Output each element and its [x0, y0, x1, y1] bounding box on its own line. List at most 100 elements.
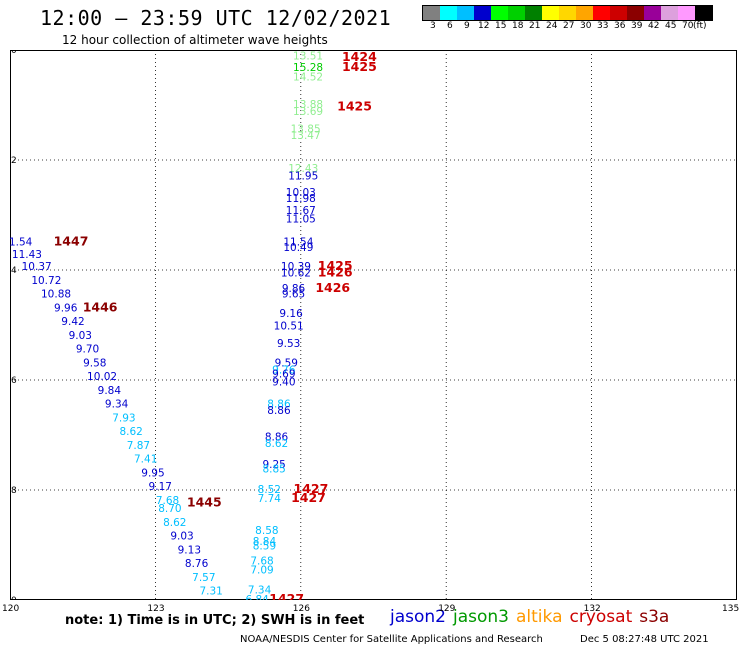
legend-label: 42: [648, 21, 660, 31]
satellite-legend: jason2 jason3 altika cryosat s3a: [390, 607, 676, 627]
pass-time-label: 1424: [342, 50, 377, 64]
wave-height-label: 9.86: [282, 283, 306, 295]
lon-tick-label: 135: [722, 604, 740, 614]
wave-height-label: 13.69: [293, 106, 323, 118]
wave-height-label: 10.62: [281, 268, 311, 280]
wave-height-label: 9.59: [275, 357, 298, 369]
legend-swatch: [525, 6, 542, 20]
legend-label: 15: [495, 21, 507, 31]
wave-height-label: 11.54: [10, 236, 33, 248]
wave-height-label: 13.51: [293, 50, 323, 62]
map-subtitle: 12 hour collection of altimeter wave hei…: [62, 33, 328, 47]
wave-height-label: 9.13: [178, 544, 201, 556]
wave-height-label: 14.52: [293, 71, 323, 83]
legend-swatch: [593, 6, 610, 20]
wave-height-label: 10.37: [22, 261, 52, 273]
wave-height-label: 7.31: [199, 586, 222, 598]
pass-time-label: 1445: [187, 495, 222, 510]
wave-height-label: 12.43: [288, 163, 318, 175]
wave-height-label: 8.52: [258, 484, 281, 496]
legend-swatch: [542, 6, 559, 20]
legend-label: 36: [614, 21, 626, 31]
legend-label: 12: [478, 21, 490, 31]
legend-swatch: [508, 6, 525, 20]
wave-height-label: 11.67: [286, 205, 316, 217]
lon-tick-label: 132: [583, 604, 601, 614]
wave-height-label: 10.72: [31, 275, 61, 287]
lon-tick-label: 120: [2, 604, 20, 614]
satellite-legend-item: s3a: [639, 607, 670, 627]
lat-tick-label: -52: [10, 156, 17, 166]
wave-height-label: 11.43: [12, 249, 42, 261]
wave-height-label: 8.59: [253, 540, 276, 552]
legend-swatch: [423, 6, 440, 20]
wave-height-label: 10.51: [274, 320, 304, 332]
wave-height-label: 8.70: [158, 503, 181, 515]
lat-tick-label: -54: [10, 266, 17, 276]
legend-label: 18: [512, 21, 524, 31]
wave-height-label: 9.53: [277, 338, 300, 350]
legend-swatch: [678, 6, 695, 20]
footer-timestamp: Dec 5 08:27:48 UTC 2021: [580, 634, 709, 645]
wave-height-label: 11.54: [283, 236, 313, 248]
legend-label: 9: [464, 21, 470, 31]
wave-height-label: 8.85: [262, 463, 285, 475]
legend-swatch: [474, 6, 491, 20]
pass-time-label: 1426: [318, 265, 353, 280]
wave-height-label: 9.76: [272, 364, 296, 376]
wave-height-label: 9.58: [83, 357, 106, 369]
wave-height-label: 8.62: [163, 517, 186, 529]
wave-height-label: 9.03: [170, 531, 193, 543]
lat-tick-label: -60: [10, 596, 17, 600]
satellite-legend-item: jason3: [453, 607, 509, 627]
legend-label: 70: [682, 21, 694, 31]
color-scale-legend: [422, 5, 713, 21]
wave-height-label: 6.96: [245, 599, 269, 600]
wave-height-label: 11.98: [286, 193, 316, 205]
wave-height-label: 9.25: [262, 459, 285, 471]
wave-height-label: 11.05: [286, 214, 316, 226]
wave-height-label: 13.47: [291, 130, 321, 142]
wave-height-label: 10.88: [41, 289, 71, 301]
wave-height-label: 10.02: [87, 371, 117, 383]
legend-swatch: [695, 6, 712, 20]
wave-height-label: 8.62: [265, 438, 288, 450]
map-note: note: 1) Time is in UTC; 2) SWH is in fe…: [65, 613, 365, 628]
wave-height-label: 9.16: [279, 308, 303, 320]
lon-tick-label: 129: [438, 604, 456, 614]
legend-swatch: [440, 6, 457, 20]
wave-height-label: 10.03: [286, 187, 316, 199]
legend-label: 39: [631, 21, 643, 31]
wave-height-label: 9.42: [61, 316, 84, 328]
wave-height-label: 7.93: [112, 412, 135, 424]
wave-height-label: 8.86: [267, 405, 291, 417]
wave-height-label: 7.57: [192, 572, 215, 584]
pass-time-label: 1427: [294, 481, 329, 496]
legend-swatch: [661, 6, 678, 20]
wave-height-label: 8.58: [255, 525, 278, 537]
footer-credit: NOAA/NESDIS Center for Satellite Applica…: [240, 634, 543, 645]
wave-height-label: 8.86: [265, 432, 289, 444]
wave-height-label: 7.34: [248, 584, 272, 596]
wave-height-label: 7.41: [134, 454, 157, 466]
lat-tick-label: -50: [10, 50, 17, 56]
wave-height-label: 7.87: [127, 440, 150, 452]
lat-tick-label: -56: [10, 376, 17, 386]
pass-time-label: 1427: [269, 591, 304, 600]
wave-height-label: 9.84: [98, 385, 122, 397]
legend-label: 6: [447, 21, 453, 31]
legend-swatch: [627, 6, 644, 20]
lat-tick-label: -58: [10, 486, 17, 496]
wave-height-label: 9.03: [69, 330, 92, 342]
lon-tick-label: 126: [292, 604, 310, 614]
wave-height-label: 13.88: [293, 99, 323, 111]
legend-label: 27: [563, 21, 575, 31]
map-title: 12:00 – 23:59 UTC 12/02/2021: [40, 6, 392, 30]
legend-label: 33: [597, 21, 609, 31]
pass-time-label: 1425: [337, 99, 372, 114]
wave-height-label: 7.68: [156, 495, 179, 507]
wave-height-label: 7.74: [258, 493, 282, 505]
satellite-legend-item: jason2: [390, 607, 446, 627]
wave-height-label: 8.86: [267, 399, 291, 411]
legend-swatch: [610, 6, 627, 20]
